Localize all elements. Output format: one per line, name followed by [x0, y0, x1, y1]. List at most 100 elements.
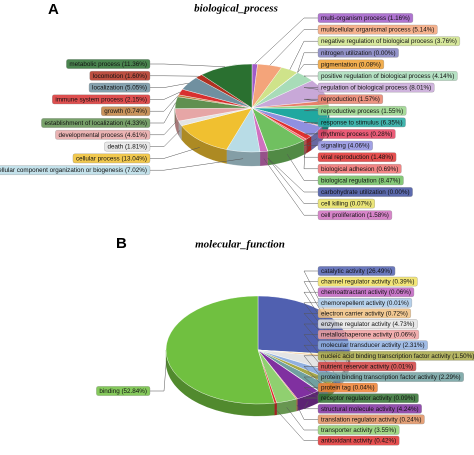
label-box — [72, 153, 151, 164]
label-box — [317, 129, 396, 139]
leader-line — [267, 157, 318, 193]
leader-line — [303, 396, 319, 399]
chart-title: biological_process — [194, 3, 278, 15]
slice-label: nucleic acid binding transcription facto… — [321, 353, 474, 360]
leader-line — [303, 87, 323, 91]
slice-label: protein binding transcription factor act… — [321, 374, 461, 381]
slice-label: localization (5.05%) — [92, 85, 147, 92]
label-box — [317, 24, 438, 35]
label-box — [317, 319, 418, 329]
label-box — [317, 382, 378, 393]
label-box — [317, 210, 393, 220]
slice-label: biological adhesion (0.69%) — [321, 166, 398, 173]
leader-line — [303, 387, 319, 397]
label-box — [96, 386, 151, 396]
leader-line — [286, 407, 318, 431]
label-box — [317, 59, 385, 70]
label-box — [317, 71, 458, 81]
slice-label: positive regulation of biological proces… — [321, 73, 454, 80]
label-box — [317, 266, 396, 276]
leader-line — [263, 158, 318, 216]
slice-label: multi-organism process (1.16%) — [321, 15, 410, 22]
slice-label: chemorepellent activity (0.01%) — [321, 300, 409, 307]
slice-label: catalytic activity (26.49%) — [321, 268, 392, 275]
label-box — [317, 414, 425, 425]
label-box — [317, 351, 474, 361]
label-box — [52, 94, 151, 105]
slice-label: binding (52.84%) — [99, 388, 147, 395]
label-box — [317, 164, 402, 174]
slice-label: cellular component organization or bioge… — [0, 167, 147, 174]
slice-label: transporter activity (3.55%) — [321, 427, 396, 434]
pie-slice — [181, 107, 253, 150]
chart-title: molecular_function — [195, 239, 285, 251]
slice-label: biological regulation (8.47%) — [321, 177, 400, 184]
slice-label: developmental process (4.61%) — [58, 132, 147, 139]
slice-label: cell killing (0.07%) — [321, 201, 372, 208]
leader-line — [150, 95, 179, 112]
slice-label: receptor regulator activity (0.09%) — [321, 395, 416, 402]
label-box — [317, 276, 418, 287]
leader-line — [275, 408, 318, 441]
slice-label: molecular transducer activity (2.31%) — [321, 342, 425, 349]
label-box — [55, 130, 151, 140]
pie-slice — [201, 63, 253, 109]
slice-label: protein tag (0.04%) — [321, 385, 375, 392]
leader-line — [289, 40, 318, 70]
leader-line — [150, 102, 176, 124]
label-box — [317, 308, 411, 319]
slice-label: metallochaperone activity (0.06%) — [321, 332, 416, 339]
slice-label: viral reproduction (1.48%) — [321, 154, 393, 161]
label-box — [41, 118, 151, 128]
slice-label: establishment of localization (4.33%) — [44, 120, 147, 127]
label-box — [317, 404, 422, 414]
label-box — [317, 198, 375, 209]
leader-line — [150, 158, 244, 171]
leader-line — [150, 91, 181, 100]
slice-label: antioxidant activity (0.42%) — [321, 438, 396, 445]
slice-label: death (1.81%) — [107, 144, 147, 151]
panel-letter: B — [116, 235, 127, 252]
leader-line — [254, 17, 318, 65]
label-box — [104, 141, 151, 152]
label-box — [317, 82, 435, 93]
leader-line — [150, 147, 200, 159]
leader-line — [296, 404, 318, 420]
slice-label: multicellular organismal process (5.14%) — [321, 27, 434, 34]
label-box — [317, 298, 413, 308]
slice-label: nitrogen utilization (0.00%) — [321, 50, 396, 57]
label-box — [317, 329, 420, 340]
slice-label: cellular process (13.04%) — [76, 155, 147, 162]
label-box — [317, 48, 399, 58]
slice-label: reproductive process (1.55%) — [321, 108, 403, 115]
pie-slice-side — [296, 398, 298, 412]
label-box — [317, 187, 413, 197]
label-box — [0, 165, 151, 175]
slice-label: immune system process (2.15%) — [55, 96, 147, 103]
slice-label: growth (0.74%) — [104, 108, 147, 115]
slice-label: rhythmic process (0.28%) — [321, 131, 392, 138]
label-box — [88, 82, 151, 93]
slice-label: channel regulator activity (0.39%) — [321, 279, 414, 286]
label-box — [317, 106, 407, 116]
leader-line — [150, 63, 226, 68]
pie-slice-side — [259, 150, 268, 166]
slice-label: signaling (4.06%) — [321, 143, 370, 150]
leader-line — [303, 144, 318, 158]
leader-line — [303, 138, 318, 146]
slice-label: pigmentation (0.08%) — [321, 61, 381, 68]
leader-line — [303, 376, 324, 395]
slice-label: negative regulation of biological proces… — [321, 38, 457, 45]
label-box — [101, 106, 151, 116]
leader-line — [150, 360, 167, 392]
label-box — [317, 13, 414, 23]
panel-letter: A — [48, 1, 59, 18]
slice-label: locomotion (1.60%) — [93, 73, 147, 80]
label-box — [317, 152, 397, 162]
label-box — [317, 340, 428, 350]
slice-label: structural molecule activity (4.24%) — [321, 406, 419, 413]
label-box — [317, 393, 419, 403]
slice-label: cell proliferation (1.58%) — [321, 212, 389, 219]
slice-label: translation regulator activity (0.24%) — [321, 416, 421, 423]
